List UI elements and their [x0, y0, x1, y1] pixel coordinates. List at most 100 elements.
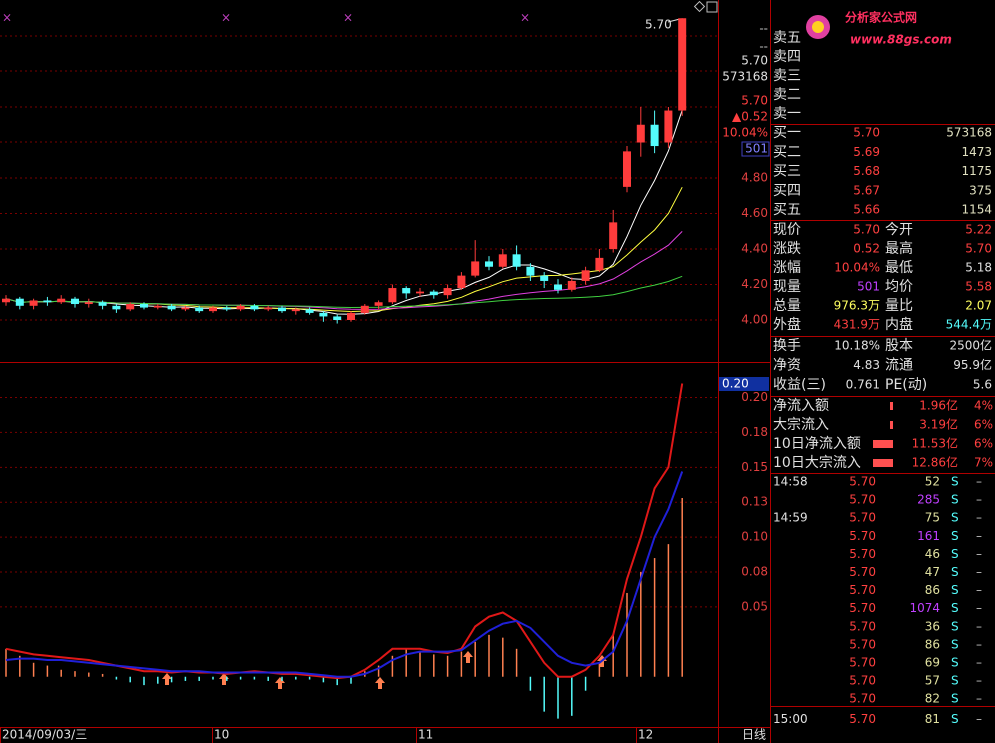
- axis-quote: 573168: [722, 70, 768, 84]
- axis-quote: ▲0.52: [732, 110, 768, 124]
- candle-body: [222, 307, 231, 310]
- trade-price: 5.70: [849, 619, 876, 633]
- candle-body: [429, 291, 438, 296]
- y-tick-label: 0.20: [741, 390, 768, 404]
- candle-body: [278, 307, 286, 312]
- arrow: [162, 673, 172, 685]
- buy-price: 5.66: [853, 203, 880, 217]
- y-tick-label: 0.18: [741, 425, 768, 439]
- candle-body: [181, 307, 190, 310]
- last-price-label: 5.70: [645, 18, 672, 32]
- quote-label: 涨幅: [773, 260, 801, 276]
- quote-label: 均价: [885, 279, 913, 295]
- axis-quote: --: [759, 22, 768, 36]
- buy-label: 买五: [773, 202, 801, 218]
- icon[interactable]: [693, 0, 706, 13]
- trade-flag: S: [951, 601, 959, 615]
- trade-volume: 81: [925, 712, 940, 726]
- candle-body: [567, 280, 576, 290]
- trade-mark: –: [976, 656, 982, 670]
- candle-body: [360, 305, 369, 313]
- candle-body: [15, 298, 24, 306]
- sell-label: 卖三: [773, 68, 801, 84]
- candle-body: [84, 302, 93, 305]
- trade-time: 14:58: [773, 475, 808, 489]
- candle-body: [57, 298, 66, 303]
- candle-body: [402, 288, 411, 294]
- window-icons[interactable]: [693, 0, 718, 13]
- trade-volume: 161: [917, 529, 940, 543]
- trade-mark: –: [976, 547, 982, 561]
- candle-body: [388, 288, 397, 303]
- finance-label: PE(动): [885, 377, 927, 393]
- flow-bar: [873, 459, 893, 467]
- trade-mark: –: [976, 511, 982, 525]
- quote-label: 总量: [773, 298, 801, 314]
- trade-volume: 75: [925, 511, 940, 525]
- trade-mark: –: [976, 637, 982, 651]
- x-tick-label: 12: [638, 728, 653, 742]
- candle-body: [512, 254, 521, 267]
- quote-value: 5.18: [965, 261, 992, 275]
- trade-mark: –: [976, 692, 982, 706]
- flow-percent: 4%: [974, 399, 993, 413]
- axis-quote: 501: [745, 142, 768, 156]
- arrow: [375, 677, 385, 689]
- logo-url: www.88gs.com: [850, 33, 952, 47]
- quote-label: 现量: [773, 279, 801, 295]
- x-tick-label: 10: [214, 728, 229, 742]
- trade-volume: 69: [925, 656, 940, 670]
- flow-value: 3.19亿: [919, 417, 958, 432]
- candle-body: [291, 309, 300, 312]
- top-markers: × × × ×: [2, 11, 530, 25]
- trade-price: 5.70: [849, 547, 876, 561]
- trade-price: 5.70: [849, 712, 876, 726]
- quote-value: 5.70: [853, 223, 880, 237]
- trade-mark: –: [976, 529, 982, 543]
- trade-volume: 82: [925, 692, 940, 706]
- finance-label: 换手: [773, 337, 801, 354]
- trade-flag: S: [951, 692, 959, 706]
- period-label[interactable]: 日线: [742, 728, 766, 742]
- buy-volume: 1154: [961, 203, 992, 217]
- trade-price: 5.70: [849, 674, 876, 688]
- candle-body: [554, 284, 562, 290]
- candle-body: [195, 307, 204, 312]
- buy-label: 买二: [773, 144, 801, 160]
- flow-label: 净流入额: [773, 398, 829, 414]
- candle-body: [650, 124, 659, 147]
- quote-label: 涨跌: [773, 241, 801, 257]
- candle-body: [347, 312, 355, 320]
- buy-volume: 375: [969, 183, 992, 197]
- icon[interactable]: [706, 1, 718, 13]
- flow-percent: 6%: [974, 418, 993, 432]
- marker: ×: [2, 11, 12, 25]
- quote-value: 5.70: [965, 242, 992, 256]
- finance-label: 净资: [773, 358, 801, 374]
- trade-price: 5.70: [849, 529, 876, 543]
- quote-label: 今开: [885, 222, 913, 238]
- candle-body: [498, 254, 507, 267]
- finance-value: 10.18%: [834, 339, 880, 353]
- quote-value: 431.9万: [834, 318, 880, 332]
- candle-body: [457, 275, 466, 289]
- finance-label: 流通: [885, 358, 913, 374]
- candle-body: [98, 302, 107, 306]
- quote-value: 10.04%: [834, 261, 880, 275]
- candle-body: [236, 305, 245, 310]
- trade-price: 5.70: [849, 583, 876, 597]
- flow-value: 1.96亿: [919, 398, 958, 413]
- logo[interactable]: 分析家公式网 www.88gs.com: [806, 10, 952, 47]
- x-tick-label: 2014/09/03/三: [2, 728, 87, 742]
- value-box: [741, 141, 770, 157]
- flow-percent: 7%: [974, 456, 993, 470]
- trade-mark: –: [976, 712, 982, 726]
- candle-body: [664, 110, 673, 143]
- flow-percent: 6%: [974, 437, 993, 451]
- trade-price: 5.70: [849, 511, 876, 525]
- axis-quote: 10.04%: [722, 126, 768, 140]
- quote-value: 5.58: [965, 280, 992, 294]
- candle-body: [264, 307, 273, 310]
